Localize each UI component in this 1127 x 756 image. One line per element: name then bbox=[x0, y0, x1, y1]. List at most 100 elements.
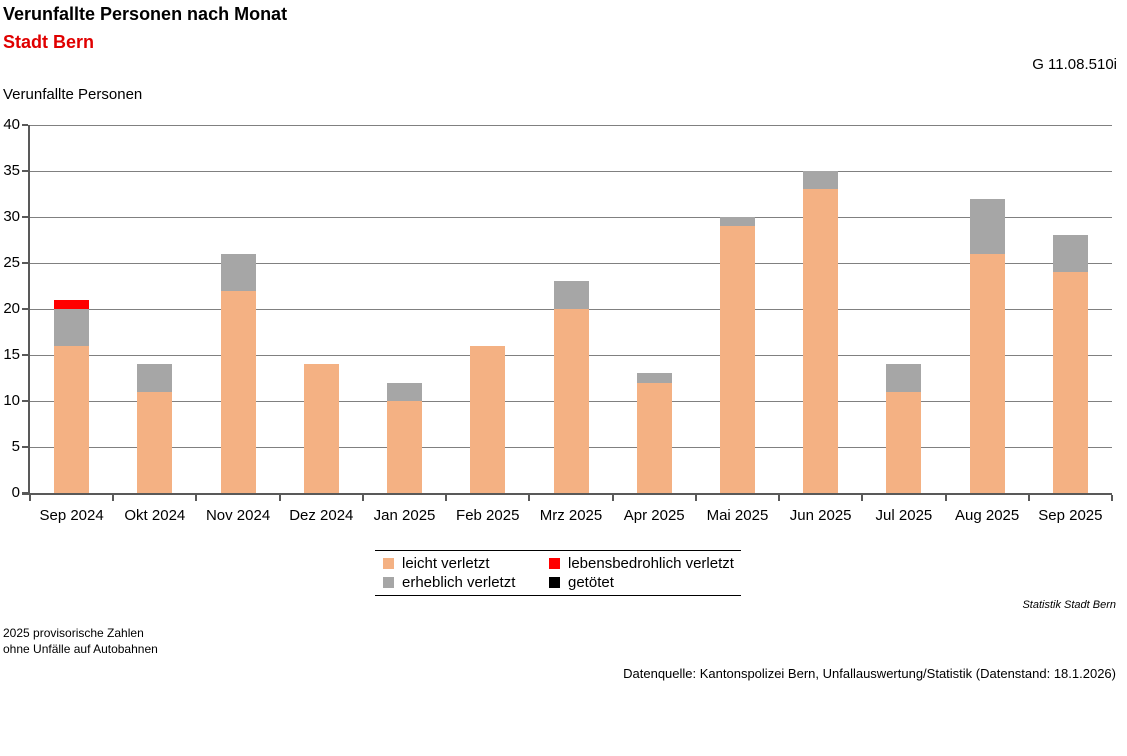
page-subtitle: Stadt Bern bbox=[3, 32, 95, 52]
x-tick-mark bbox=[445, 495, 448, 501]
legend-swatch bbox=[549, 558, 560, 569]
bar-segment bbox=[719, 226, 755, 493]
footnote-line: ohne Unfälle auf Autobahnen bbox=[3, 642, 158, 656]
bar-segment bbox=[636, 382, 672, 493]
bar-segment bbox=[54, 309, 90, 346]
x-tick-label: Feb 2025 bbox=[456, 507, 520, 524]
bar-segment bbox=[1052, 235, 1088, 273]
bar-segment bbox=[636, 373, 672, 383]
page-title: Verunfallte Personen nach Monat bbox=[3, 4, 288, 24]
bar-segment bbox=[803, 171, 839, 190]
bar-segment bbox=[387, 382, 423, 401]
bar-stack bbox=[553, 281, 589, 493]
x-tick-mark bbox=[528, 495, 531, 501]
x-tick-label: Jul 2025 bbox=[875, 507, 933, 524]
bar-segment bbox=[969, 198, 1005, 254]
y-axis-line bbox=[28, 125, 30, 494]
bar-stack bbox=[137, 364, 173, 493]
x-tick-mark bbox=[778, 495, 781, 501]
bar-stack bbox=[803, 171, 839, 493]
legend-label: leicht verletzt bbox=[402, 555, 490, 572]
x-tick-label: Jun 2025 bbox=[789, 507, 852, 524]
bar-stack bbox=[719, 217, 755, 493]
x-tick-label: Dez 2024 bbox=[289, 507, 354, 524]
legend-item: getötet bbox=[549, 573, 734, 592]
bar-segment bbox=[54, 299, 90, 310]
bar-segment bbox=[220, 290, 256, 493]
y-tick-mark bbox=[22, 216, 28, 218]
bar-stack bbox=[220, 253, 256, 493]
legend-label: lebensbedrohlich verletzt bbox=[568, 555, 734, 572]
y-tick-label: 25 bbox=[3, 254, 20, 271]
x-tick-label: Apr 2025 bbox=[623, 507, 685, 524]
legend-item: erheblich verletzt bbox=[383, 573, 541, 592]
gridline bbox=[30, 217, 1112, 218]
y-tick-label: 0 bbox=[11, 484, 20, 501]
x-tick-mark bbox=[195, 495, 198, 501]
bar-segment bbox=[1052, 272, 1088, 493]
y-tick-mark bbox=[22, 446, 28, 448]
legend-swatch bbox=[383, 577, 394, 588]
bar-segment bbox=[137, 391, 173, 493]
y-tick-mark bbox=[22, 262, 28, 264]
bar-segment bbox=[137, 364, 173, 392]
legend-item: leicht verletzt bbox=[383, 554, 541, 573]
gridline bbox=[30, 171, 1112, 172]
x-tick-mark bbox=[694, 495, 697, 501]
x-tick-label: Mai 2025 bbox=[706, 507, 769, 524]
attribution: Statistik Stadt Bern bbox=[1022, 599, 1116, 611]
plot-area bbox=[30, 125, 1112, 493]
bar-segment bbox=[969, 253, 1005, 493]
legend-item: lebensbedrohlich verletzt bbox=[549, 554, 734, 573]
y-tick-label: 35 bbox=[3, 162, 20, 179]
gridline bbox=[30, 125, 1112, 126]
legend-swatch bbox=[549, 577, 560, 588]
legend-swatch bbox=[383, 558, 394, 569]
y-axis-labels: 0 5 10 15 20 25 30 35 40 bbox=[0, 116, 20, 501]
x-tick-label: Okt 2024 bbox=[124, 507, 186, 524]
y-tick-mark bbox=[22, 400, 28, 402]
bar-segment bbox=[803, 189, 839, 493]
x-tick-label: Sep 2025 bbox=[1038, 507, 1103, 524]
y-tick-mark bbox=[22, 308, 28, 310]
legend-label: getötet bbox=[568, 574, 614, 591]
y-tick-label: 40 bbox=[3, 116, 20, 133]
bar-segment bbox=[303, 364, 339, 493]
bar-stack bbox=[470, 345, 506, 493]
bar-segment bbox=[886, 391, 922, 493]
x-tick-mark bbox=[112, 495, 115, 501]
x-tick-mark bbox=[29, 495, 31, 501]
x-tick-mark bbox=[944, 495, 947, 501]
x-tick-mark bbox=[361, 495, 364, 501]
bar-stack bbox=[1052, 235, 1088, 493]
x-axis-line bbox=[22, 493, 1112, 495]
x-tick-mark bbox=[861, 495, 864, 501]
bar-stack bbox=[636, 373, 672, 493]
bar-segment bbox=[886, 364, 922, 392]
x-tick-label: Aug 2025 bbox=[955, 507, 1020, 524]
x-tick-label: Nov 2024 bbox=[205, 507, 271, 524]
x-tick-mark bbox=[278, 495, 281, 501]
legend: leicht verletzt lebensbedrohlich verletz… bbox=[375, 550, 741, 596]
bar-stack bbox=[969, 198, 1005, 493]
footnotes: 2025 provisorische Zahlen ohne Unfälle a… bbox=[3, 625, 158, 657]
y-tick-label: 10 bbox=[3, 392, 20, 409]
data-source: Datenquelle: Kantonspolizei Bern, Unfall… bbox=[623, 666, 1116, 681]
bar-segment bbox=[54, 345, 90, 493]
x-axis-tick-marks bbox=[29, 495, 1113, 502]
bar-stack bbox=[886, 364, 922, 493]
bar-segment bbox=[387, 401, 423, 493]
y-tick-mark bbox=[22, 170, 28, 172]
y-axis-title: Verunfallte Personen bbox=[3, 86, 143, 103]
bar-segment bbox=[553, 309, 589, 493]
bar-segment bbox=[220, 253, 256, 291]
footnote-line: 2025 provisorische Zahlen bbox=[3, 626, 144, 640]
y-tick-label: 5 bbox=[11, 438, 20, 455]
legend-label: erheblich verletzt bbox=[402, 574, 516, 591]
y-tick-label: 30 bbox=[3, 208, 20, 225]
bar-stack bbox=[303, 364, 339, 493]
y-tick-label: 20 bbox=[3, 300, 20, 317]
x-tick-mark bbox=[611, 495, 614, 501]
bar-segment bbox=[553, 281, 589, 309]
